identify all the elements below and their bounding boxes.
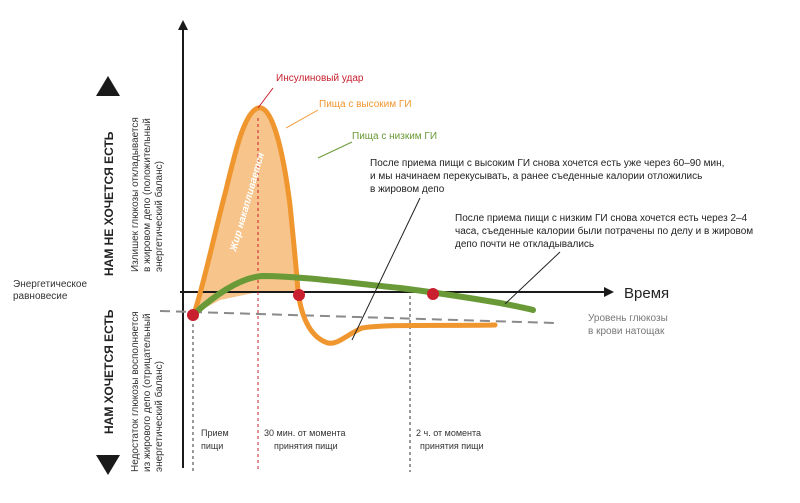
fasting-glucose-label: Уровень глюкозы в крови натощак [588, 313, 671, 337]
low-gi-note: После приема пищи с низким ГИ снова хоче… [455, 213, 756, 250]
low-gi-leader [317, 141, 353, 159]
low-gi-note-leader [504, 251, 561, 305]
deficit-label: Недостаток глюкозы восполняется из жиров… [130, 309, 165, 472]
high-gi-note-leader [351, 197, 421, 341]
high-gi-note: После приема пищи с высоким ГИ снова хоч… [370, 158, 727, 195]
low-gi-crossing-dot [427, 288, 439, 300]
down-arrow-icon [96, 455, 120, 475]
fat-accumulation-area [194, 107, 298, 314]
time-label: Время [624, 285, 669, 302]
fasting-glucose-line [159, 310, 556, 324]
up-arrow-icon [96, 76, 120, 96]
high-gi-leader [285, 109, 319, 129]
after-30-min-label: 30 мин. от момента принятия пищи [264, 428, 348, 451]
hungry-label: НАМ ХОЧЕТСЯ ЕСТЬ [102, 309, 116, 434]
low-gi-curve [191, 273, 536, 317]
equilibrium-label: Энергетическое равновесие [13, 279, 90, 302]
meal-time-label: Прием пищи [201, 428, 231, 451]
high-gi-label: Пища с высоким ГИ [319, 99, 412, 110]
not-hungry-label: НАМ НЕ ХОЧЕТСЯ ЕСТЬ [102, 131, 116, 276]
high-gi-crossing-dot [293, 289, 305, 301]
low-gi-label: Пища с низким ГИ [352, 131, 437, 142]
high-gi-curve [191, 105, 498, 346]
insulin-spike-label: Инсулиновый удар [276, 73, 364, 84]
insulin-spike-leader [257, 87, 274, 109]
after-2h-label: 2 ч. от момента принятия пищи [416, 428, 484, 451]
meal-dot [187, 309, 199, 321]
excess-label: Излишек глюкозы откладывается в жировом … [130, 114, 165, 272]
